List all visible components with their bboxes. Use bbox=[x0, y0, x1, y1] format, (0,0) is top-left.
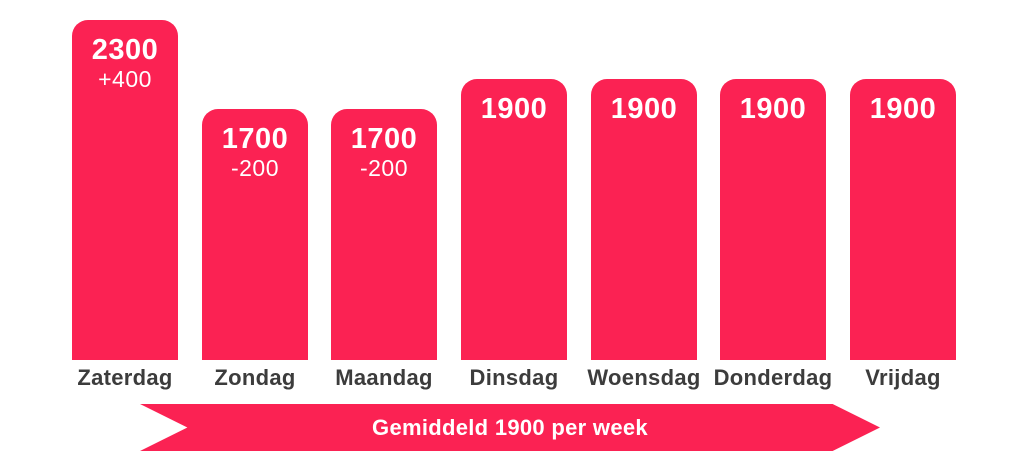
bar-value-label: 1900 bbox=[739, 93, 807, 125]
bar-dinsdag: 1900 bbox=[461, 79, 567, 360]
bar-value-label: 1700 bbox=[221, 123, 289, 155]
bar-value-label: 1700 bbox=[350, 123, 418, 155]
category-label-zaterdag: Zaterdag bbox=[77, 365, 173, 390]
bar-zaterdag: 2300 +400 bbox=[72, 20, 178, 360]
average-banner-label: Gemiddeld 1900 per week bbox=[372, 414, 648, 440]
bar-value-label: 2300 bbox=[91, 34, 159, 66]
category-label-vrijdag: Vrijdag bbox=[865, 365, 941, 390]
bar-value-label: 1900 bbox=[869, 93, 937, 125]
bar-woensdag: 1900 bbox=[591, 79, 697, 360]
bar-delta-label: +400 bbox=[98, 66, 152, 92]
category-label-dinsdag: Dinsdag bbox=[469, 365, 559, 390]
bar-maandag: 1700 -200 bbox=[331, 109, 437, 360]
bar-vrijdag: 1900 bbox=[850, 79, 956, 360]
bar-value-label: 1900 bbox=[610, 93, 678, 125]
bar-donderdag: 1900 bbox=[720, 79, 826, 360]
bar-delta-label: -200 bbox=[359, 155, 409, 181]
bar-zondag: 1700 -200 bbox=[202, 109, 308, 360]
category-label-zondag: Zondag bbox=[214, 365, 296, 390]
average-banner: Gemiddeld 1900 per week bbox=[140, 404, 880, 451]
category-label-woensdag: Woensdag bbox=[587, 365, 701, 390]
category-label-donderdag: Donderdag bbox=[713, 365, 833, 390]
bar-delta-label: -200 bbox=[230, 155, 280, 181]
category-label-maandag: Maandag bbox=[335, 365, 433, 390]
bar-value-label: 1900 bbox=[480, 93, 548, 125]
